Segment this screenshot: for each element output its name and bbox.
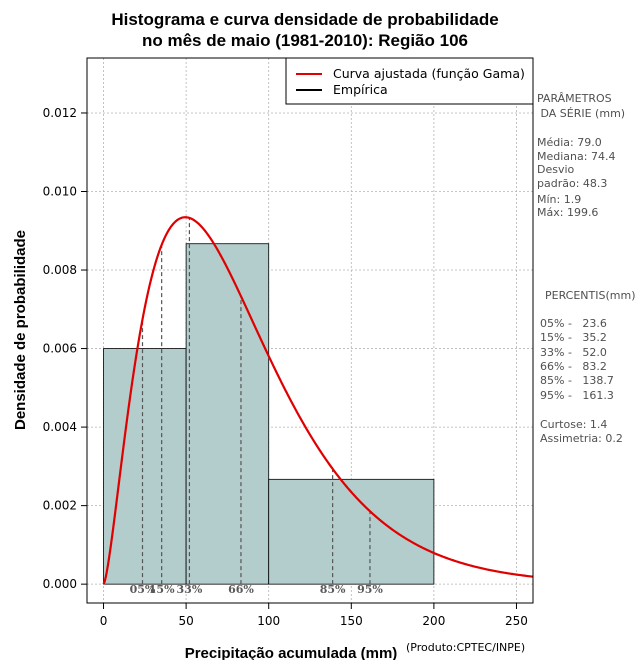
- y-tick-label-4: 0.008: [43, 263, 77, 277]
- percentile-label-4: 85%: [320, 583, 346, 596]
- y-tick-label-5: 0.010: [43, 185, 77, 199]
- percentil-05: 05% - 23.6: [540, 317, 607, 330]
- param-median: Mediana: 74.4: [537, 150, 615, 163]
- x-tick-label-3: 150: [340, 614, 363, 628]
- y-tick-label-3: 0.006: [43, 342, 77, 356]
- x-tick-label-0: 0: [100, 614, 108, 628]
- params-title-line-1: PARÂMETROS: [537, 92, 612, 105]
- params-title-line-2: DA SÉRIE (mm): [537, 107, 625, 120]
- percentile-label-1: 15%: [149, 583, 175, 596]
- percentile-label-5: 95%: [357, 583, 383, 596]
- axes: 0 50 100 150 200 250 0.000 0.002 0.004 0.006 0.008…: [43, 106, 528, 628]
- param-stddev-value: padrão: 48.3: [537, 177, 607, 190]
- percentil-95: 95% - 161.3: [540, 389, 614, 402]
- y-axis-label: Densidade de probabilidade: [12, 230, 29, 430]
- param-stddev-label: Desvio: [537, 163, 575, 176]
- y-tick-label-0: 0.000: [43, 577, 77, 591]
- histogram-bars: [103, 243, 435, 585]
- fitted-gamma-curve: [102, 216, 534, 585]
- side-panel: PARÂMETROS DA SÉRIE (mm) Média: 79.0 Med…: [537, 92, 636, 445]
- percentis-title: PERCENTIS(mm): [545, 289, 636, 302]
- x-tick-label-1: 50: [178, 614, 193, 628]
- percentile-labels: 05%15% 33% 66% 85% 95%: [130, 583, 384, 596]
- fitted-curve-layer: [102, 216, 534, 585]
- histogram-bar-1: [185, 243, 270, 585]
- histogram-bar-2: [268, 478, 435, 585]
- product-credit: (Produto:CPTEC/INPE): [406, 641, 525, 654]
- param-mean: Média: 79.0: [537, 136, 602, 149]
- legend: Curva ajustada (função Gama) Empírica: [285, 57, 534, 105]
- stat-kurtosis: Curtose: 1.4: [540, 418, 607, 431]
- percentil-15: 15% - 35.2: [540, 331, 607, 344]
- x-tick-label-4: 200: [422, 614, 445, 628]
- percentile-label-3: 66%: [228, 583, 254, 596]
- chart-title-line-2: no mês de maio (1981-2010): Região 106: [142, 31, 468, 50]
- percentil-33: 33% - 52.0: [540, 346, 607, 359]
- y-tick-label-2: 0.004: [43, 420, 77, 434]
- percentile-markers: [141, 217, 371, 585]
- legend-label-fitted: Curva ajustada (função Gama): [333, 66, 525, 81]
- legend-box: [285, 57, 534, 105]
- x-tick-label-5: 250: [505, 614, 528, 628]
- percentile-label-0: 05%: [130, 583, 156, 596]
- legend-label-empirical: Empírica: [333, 82, 388, 97]
- y-tick-label-6: 0.012: [43, 106, 77, 120]
- chart-title-line-1: Histograma e curva densidade de probabil…: [111, 10, 498, 29]
- param-max: Máx: 199.6: [537, 206, 598, 219]
- x-axis-label: Precipitação acumulada (mm): [185, 645, 398, 660]
- histogram-bar-0: [103, 348, 187, 585]
- percentil-85: 85% - 138.7: [540, 374, 614, 387]
- percentil-66: 66% - 83.2: [540, 360, 607, 373]
- param-min: Mín: 1.9: [537, 193, 581, 206]
- y-tick-label-1: 0.002: [43, 499, 77, 513]
- percentile-label-2: 33%: [177, 583, 203, 596]
- x-tick-label-2: 100: [257, 614, 280, 628]
- stat-skewness: Assimetria: 0.2: [540, 432, 623, 445]
